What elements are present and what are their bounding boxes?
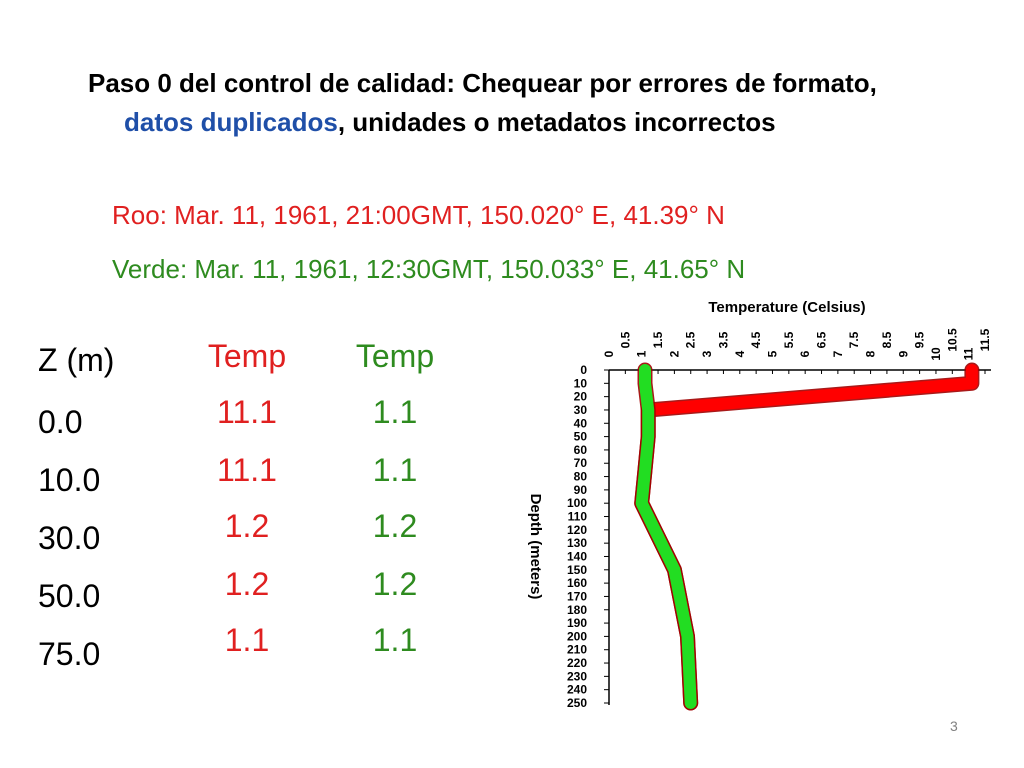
x-tick-label: 4 [733,350,747,357]
y-tick-label: 10 [574,376,588,390]
roo-metadata: Roo: Mar. 11, 1961, 21:00GMT, 150.020° E… [112,200,725,230]
slide-heading: Paso 0 del control de calidad: Chequear … [88,64,944,142]
y-axis-title: Depth (meters) [527,494,544,600]
x-tick-label: 10.5 [945,328,959,352]
temp-roo-cell: 1.1 [224,622,270,658]
y-tick-label: 40 [574,416,588,430]
header-temp-roo: Temp [207,338,287,374]
y-tick-label: 240 [567,683,587,697]
y-tick-label: 110 [568,510,588,524]
depth-cell: 0.0 [38,404,83,440]
temp-roo-cell: 1.2 [224,508,270,544]
y-tick-label: 150 [567,563,587,577]
heading-highlight: datos duplicados [124,107,338,137]
x-tick-label: 1.5 [651,331,665,348]
y-tick-label: 20 [574,390,588,404]
x-tick-label: 2.5 [684,331,698,348]
y-tick-label: 30 [574,403,588,417]
temp-verde-cell: 1.2 [372,566,418,602]
y-tick-label: 80 [574,470,588,484]
x-tick-label: 6.5 [815,331,829,348]
x-tick-label: 8 [864,350,878,357]
x-tick-label: 2 [667,350,681,357]
y-tick-label: 60 [574,443,588,457]
y-tick-label: 50 [574,430,588,444]
y-tick-label: 160 [567,576,587,590]
x-tick-label: 6 [798,350,812,357]
x-tick-label: 7.5 [847,331,861,348]
temp-roo-cell: 11.1 [217,394,277,430]
x-tick-label: 0.5 [618,331,632,348]
y-tick-label: 250 [567,696,587,710]
temp-roo-cell: 11.1 [217,452,277,488]
y-tick-label: 210 [567,643,587,657]
depth-cell: 50.0 [38,578,101,614]
x-tick-label: 10 [929,347,943,361]
y-tick-label: 180 [567,603,587,617]
y-tick-label: 130 [567,536,587,550]
depth-cell: 75.0 [38,636,101,672]
y-tick-label: 220 [567,656,587,670]
x-tick-label: 11 [962,347,976,360]
header-temp-verde: Temp [355,338,435,374]
temp-roo-cell: 1.2 [224,566,270,602]
temp-verde-cell: 1.1 [372,622,418,658]
x-tick-label: 5.5 [782,331,796,348]
x-tick-label: 4.5 [749,331,763,348]
temp-verde-cell: 1.1 [372,452,418,488]
y-tick-label: 120 [567,523,587,537]
x-tick-label: 7 [831,350,845,357]
y-tick-label: 200 [567,629,587,643]
y-tick-label: 100 [567,496,587,510]
heading-suffix: , unidades o metadatos incorrectos [337,107,776,137]
x-tick-label: 5 [765,350,779,357]
depth-cell: 30.0 [38,520,101,556]
page-number: 3 [950,718,958,734]
y-tick-label: 140 [567,549,587,563]
x-tick-label: 11.5 [978,328,992,351]
temperature-depth-chart: Temperature (Celsius)Depth (meters)00.51… [527,299,992,711]
x-tick-label: 3.5 [716,331,730,348]
x-tick-label: 9.5 [913,331,927,348]
verde-metadata: Verde: Mar. 11, 1961, 12:30GMT, 150.033°… [112,254,746,284]
x-axis-title: Temperature (Celsius) [708,299,865,316]
y-tick-label: 90 [574,483,588,497]
y-tick-label: 190 [567,616,587,630]
x-tick-label: 9 [896,350,910,357]
x-tick-label: 0 [602,350,616,357]
y-tick-label: 230 [567,669,587,683]
x-tick-label: 8.5 [880,331,894,348]
x-tick-label: 1 [635,350,649,357]
y-tick-label: 170 [567,589,587,603]
x-tick-label: 3 [700,350,714,357]
y-tick-label: 0 [580,363,587,377]
series-line [635,364,697,709]
temp-verde-cell: 1.1 [372,394,418,430]
depth-cell: 10.0 [38,462,101,498]
header-depth: Z (m) [38,342,115,378]
temp-verde-cell: 1.2 [372,508,418,544]
heading-prefix: Paso 0 del control de calidad: Chequear … [88,68,877,98]
y-tick-label: 70 [574,456,588,470]
